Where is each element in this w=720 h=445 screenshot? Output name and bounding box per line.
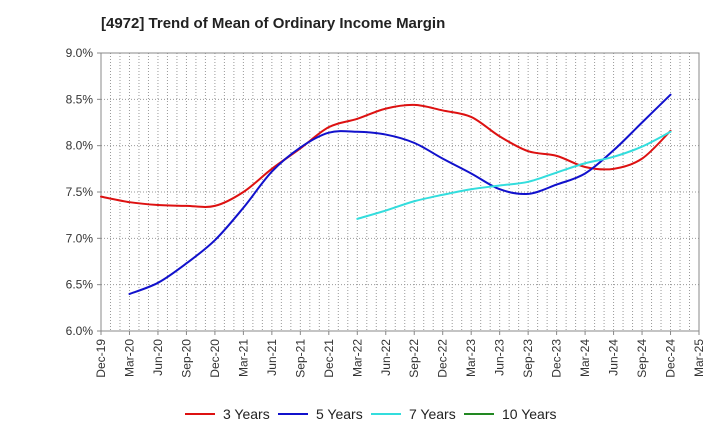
legend-label-10-years: 10 Years [502,406,557,422]
x-tick-label: Dec-22 [436,339,450,378]
x-tick-label: Mar-20 [122,339,136,377]
y-tick-label: 8.5% [66,92,94,106]
chart-title: [4972] Trend of Mean of Ordinary Income … [101,15,446,32]
y-tick-label: 8.0% [66,139,94,153]
y-tick-label: 9.0% [66,46,94,60]
y-tick-label: 7.5% [66,185,94,199]
grid [101,52,699,332]
legend: 3 Years 5 Years 7 Years 10 Years [185,406,557,422]
x-tick-label: Mar-21 [236,339,250,377]
series-line-3-years [100,103,672,208]
x-tick-label: Mar-23 [464,339,478,377]
y-tick-label: 7.0% [66,231,94,245]
y-tick-label: 6.0% [66,324,94,338]
x-tick-label: Jun-22 [379,339,393,376]
x-tick-label: Dec-19 [94,339,108,378]
y-tick-label: 6.5% [66,278,94,292]
series-line-5-years [128,93,672,295]
x-tick-label: Jun-23 [493,339,507,376]
x-tick-label: Mar-22 [350,339,364,377]
x-tick-label: Dec-20 [208,339,222,378]
axes: 6.0% 6.5% 7.0% 7.5% 8.0% 8.5% 9.0% Dec-19 Mar-20… [66,46,706,378]
x-tick-label: Sep-23 [521,339,535,378]
legend-label-3-years: 3 Years [223,406,270,422]
legend-label-7-years: 7 Years [409,406,456,422]
x-tick-label: Sep-22 [407,339,421,378]
plot-frame [100,52,700,332]
x-tick-label: Mar-24 [578,339,592,377]
x-tick-label: Jun-24 [607,339,621,376]
x-tick-label: Sep-20 [179,339,193,378]
series-line-7-years [356,130,672,220]
x-tick-label: Sep-24 [635,339,649,378]
x-tick-label: Sep-21 [293,339,307,378]
x-tick-label: Mar-25 [692,339,706,377]
legend-label-5-years: 5 Years [316,406,363,422]
x-tick-label: Dec-23 [550,339,564,378]
x-tick-label: Jun-21 [265,339,279,376]
x-tick-label: Jun-20 [151,339,165,376]
x-tick-label: Dec-21 [322,339,336,378]
x-tick-label: Dec-24 [664,339,678,378]
series-lines [100,93,672,295]
